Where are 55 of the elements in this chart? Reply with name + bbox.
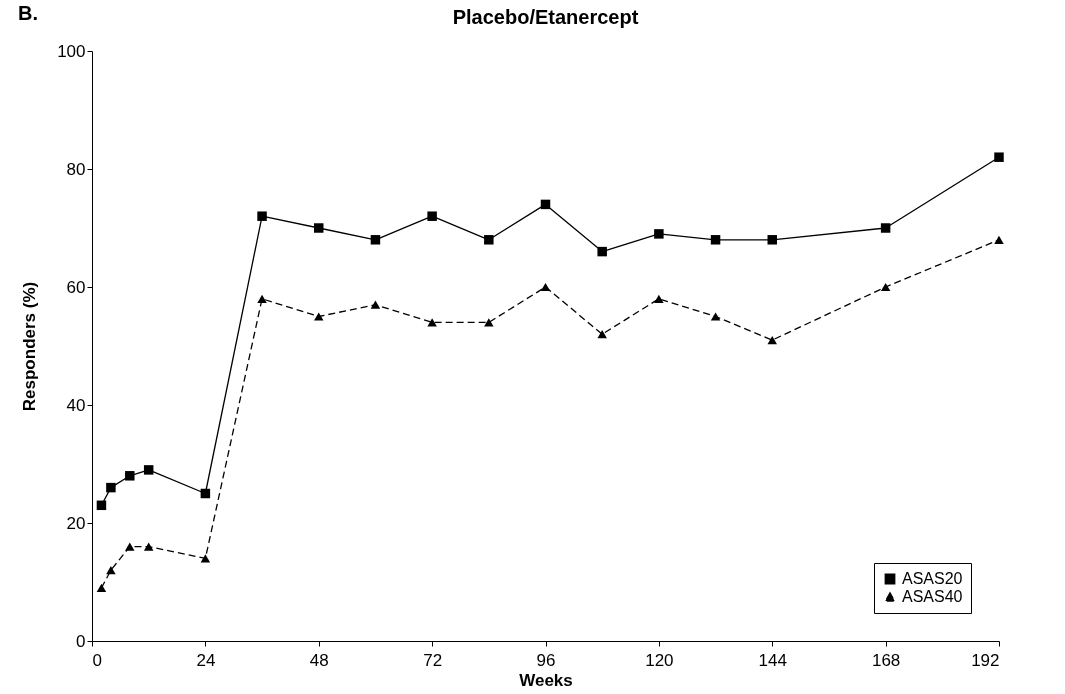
point xyxy=(597,246,607,257)
point xyxy=(427,211,437,221)
point xyxy=(96,500,107,511)
point xyxy=(767,235,777,245)
x-tick-label: 192 xyxy=(971,650,1000,670)
point xyxy=(597,330,607,339)
point xyxy=(710,312,721,321)
point xyxy=(200,554,211,563)
legend-label: ASAS20 xyxy=(902,570,963,587)
point xyxy=(314,223,324,233)
point xyxy=(257,211,267,221)
point xyxy=(143,465,154,475)
point xyxy=(143,542,154,551)
point xyxy=(484,318,494,327)
point xyxy=(654,229,664,239)
point xyxy=(96,583,107,593)
point xyxy=(200,488,211,499)
point xyxy=(540,282,551,292)
point xyxy=(370,300,381,309)
point xyxy=(125,542,135,551)
y-tick-label: 20 xyxy=(66,513,86,533)
point xyxy=(314,312,324,321)
x-tick-label: 120 xyxy=(645,650,674,670)
chart-title: Placebo/Etanercept xyxy=(452,6,639,28)
y-tick-label: 40 xyxy=(66,395,86,415)
point xyxy=(427,318,437,327)
x-tick-label: 168 xyxy=(871,650,901,670)
legend-label: ASAS40 xyxy=(902,588,963,605)
x-tick-label: 24 xyxy=(196,650,216,670)
point xyxy=(484,235,494,245)
x-tick-label: 48 xyxy=(309,650,329,670)
point xyxy=(880,282,891,292)
x-tick-label: 144 xyxy=(758,650,787,670)
y-axis-title: Responders (%) xyxy=(20,281,40,412)
y-tick-label: 0 xyxy=(76,631,86,651)
point xyxy=(994,152,1004,162)
x-tick-label: 0 xyxy=(92,650,102,670)
x-tick-label: 96 xyxy=(536,650,556,670)
point xyxy=(767,335,777,345)
y-tick-label: 60 xyxy=(66,277,86,297)
point xyxy=(710,235,721,245)
point xyxy=(125,471,135,481)
y-tick-label: 80 xyxy=(66,159,86,179)
x-axis-title: Weeks xyxy=(519,670,573,690)
point xyxy=(370,235,381,245)
point xyxy=(654,294,664,303)
y-tick-label: 100 xyxy=(57,41,86,61)
point xyxy=(257,294,267,303)
point xyxy=(106,566,116,575)
x-tick-label: 72 xyxy=(423,650,443,670)
point xyxy=(880,223,891,233)
point xyxy=(540,199,551,210)
point xyxy=(106,482,116,493)
text: B. xyxy=(18,2,38,25)
point xyxy=(994,235,1004,244)
